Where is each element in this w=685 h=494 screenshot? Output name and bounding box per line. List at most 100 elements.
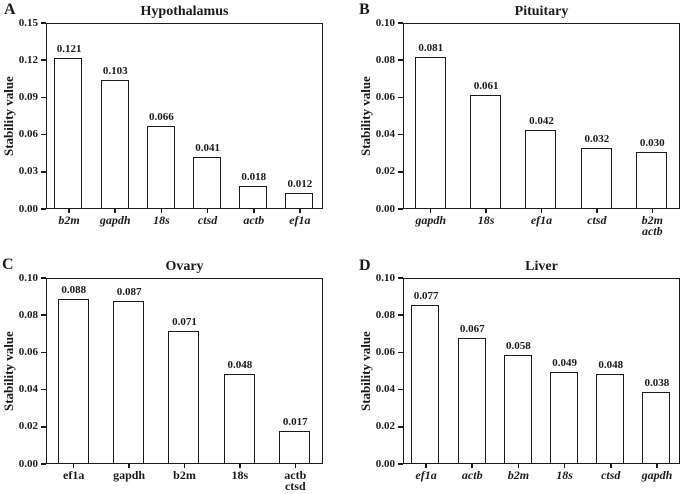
bar-value-label: 0.081 bbox=[418, 42, 444, 55]
x-tick-mark bbox=[299, 209, 301, 213]
y-tick-label: 0.06 bbox=[18, 345, 38, 358]
y-axis-label: Stability value bbox=[358, 76, 373, 156]
panel-letter: B bbox=[359, 1, 370, 18]
bar bbox=[279, 431, 311, 463]
x-tick-mark bbox=[294, 464, 297, 468]
bar-value-label: 0.032 bbox=[584, 133, 610, 146]
x-tick-label: actb ctsd bbox=[284, 468, 307, 493]
y-tick-label: 0.02 bbox=[375, 165, 395, 178]
bar-value-label: 0.038 bbox=[644, 377, 670, 390]
figure-panel-C: C Ovary Stability value 0.00 0.02 0.04 0.06 0.0… bbox=[0, 247, 342, 494]
y-tick-mark bbox=[41, 22, 46, 24]
figure-panel-A: A Hypothalamus Stability value 0.00 0.03 0.06… bbox=[0, 0, 342, 247]
y-tick-mark bbox=[398, 388, 403, 391]
y-tick-mark bbox=[398, 133, 403, 136]
x-tick-mark bbox=[68, 209, 70, 213]
bar-value-label: 0.012 bbox=[287, 178, 313, 191]
y-tick-mark bbox=[398, 171, 403, 173]
bar-value-label: 0.048 bbox=[227, 358, 253, 371]
x-tick-label: b2m actb bbox=[641, 213, 663, 238]
x-tick-mark bbox=[239, 464, 241, 468]
bar bbox=[470, 94, 501, 208]
bar bbox=[100, 80, 129, 208]
y-tick-mark bbox=[41, 133, 46, 136]
plot-area bbox=[46, 278, 323, 464]
x-tick-mark bbox=[160, 209, 163, 213]
bar-value-label: 0.087 bbox=[116, 286, 142, 299]
y-tick-mark bbox=[398, 426, 403, 428]
bar bbox=[192, 157, 221, 208]
y-tick-label: 0.10 bbox=[375, 271, 395, 284]
y-tick-label: 0.08 bbox=[375, 53, 395, 66]
y-tick-label: 0.00 bbox=[375, 457, 395, 470]
x-tick-mark bbox=[183, 464, 186, 468]
plot-area bbox=[403, 23, 680, 209]
x-tick-mark bbox=[72, 464, 75, 468]
bar bbox=[642, 392, 671, 463]
y-tick-label: 0.08 bbox=[18, 308, 38, 321]
bar-value-label: 0.088 bbox=[61, 284, 87, 297]
bar-value-label: 0.071 bbox=[172, 315, 197, 328]
bar bbox=[239, 185, 268, 208]
y-tick-mark bbox=[398, 59, 403, 61]
y-tick-label: 0.00 bbox=[18, 202, 38, 215]
bar-value-label: 0.017 bbox=[282, 416, 308, 429]
x-tick-mark bbox=[656, 464, 658, 468]
x-tick-label: ctsd bbox=[197, 213, 218, 227]
y-tick-label: 0.06 bbox=[375, 90, 395, 103]
y-tick-mark bbox=[41, 426, 46, 428]
bar bbox=[285, 193, 314, 208]
x-tick-label: ef1a bbox=[530, 213, 553, 227]
y-tick-mark bbox=[398, 351, 403, 354]
bar bbox=[596, 373, 625, 463]
x-tick-label: 18s bbox=[231, 468, 249, 482]
y-tick-label: 0.08 bbox=[375, 308, 395, 321]
y-tick-mark bbox=[41, 59, 46, 61]
x-tick-label: gapdh bbox=[641, 468, 673, 482]
x-tick-label: ef1a bbox=[415, 468, 437, 482]
bar bbox=[411, 304, 440, 463]
y-tick-label: 0.03 bbox=[18, 165, 38, 178]
x-tick-mark bbox=[128, 464, 130, 468]
y-tick-mark bbox=[398, 208, 403, 210]
bar bbox=[525, 129, 557, 208]
x-tick-mark bbox=[651, 209, 654, 213]
x-tick-label: 18s bbox=[477, 213, 495, 227]
y-tick-label: 0.02 bbox=[375, 420, 395, 433]
x-tick-label: ef1a bbox=[63, 468, 85, 482]
x-tick-mark bbox=[471, 464, 474, 468]
bar-value-label: 0.018 bbox=[241, 170, 267, 183]
y-tick-mark bbox=[398, 22, 403, 24]
bar bbox=[223, 373, 255, 463]
x-tick-label: 18s bbox=[153, 213, 170, 227]
x-tick-label: gapdh bbox=[113, 468, 146, 482]
x-tick-mark bbox=[596, 209, 598, 213]
chart-title: Pituitary bbox=[514, 4, 569, 19]
y-tick-mark bbox=[41, 388, 46, 391]
bar-value-label: 0.121 bbox=[56, 42, 82, 55]
plot-area bbox=[46, 23, 323, 209]
bar bbox=[414, 57, 446, 208]
bar-value-label: 0.030 bbox=[639, 137, 665, 150]
bar-value-label: 0.066 bbox=[149, 111, 174, 124]
y-tick-label: 0.06 bbox=[375, 345, 395, 358]
x-tick-mark bbox=[425, 464, 427, 468]
y-tick-mark bbox=[41, 208, 46, 210]
y-tick-label: 0.10 bbox=[375, 16, 395, 29]
bar bbox=[457, 338, 486, 463]
x-tick-mark bbox=[429, 209, 432, 213]
y-tick-label: 0.04 bbox=[375, 128, 395, 141]
x-tick-label: b2m bbox=[173, 468, 196, 482]
y-tick-mark bbox=[41, 171, 46, 173]
x-tick-mark bbox=[485, 209, 487, 213]
figure-panel-D: D Liver Stability value 0.00 0.02 0.04 0.06 0.0… bbox=[342, 247, 685, 494]
y-tick-mark bbox=[41, 277, 46, 279]
y-tick-mark bbox=[398, 463, 403, 465]
chart-title: Ovary bbox=[165, 259, 204, 274]
panel-letter: C bbox=[2, 256, 14, 273]
bar-value-label: 0.061 bbox=[473, 79, 499, 92]
y-tick-label: 0.15 bbox=[18, 16, 38, 29]
plot-area bbox=[403, 278, 680, 464]
x-tick-label: ef1a bbox=[289, 213, 311, 227]
